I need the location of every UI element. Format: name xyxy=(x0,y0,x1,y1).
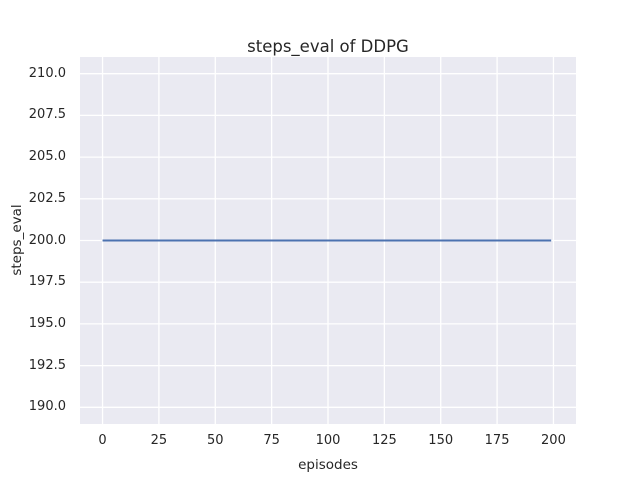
y-tick-label: 210.0 xyxy=(28,65,66,81)
x-tick-label: 50 xyxy=(206,433,224,448)
chart-title: steps_eval of DDPG xyxy=(247,37,409,56)
x-tick-label: 0 xyxy=(98,433,107,448)
y-tick-label: 192.5 xyxy=(28,357,66,373)
x-tick-label: 75 xyxy=(263,433,280,448)
y-tick-label: 197.5 xyxy=(28,274,66,290)
x-tick-label: 200 xyxy=(541,433,566,448)
plot-canvas xyxy=(80,57,576,424)
y-tick-label: 207.5 xyxy=(28,107,66,123)
y-tick-label: 190.0 xyxy=(28,399,66,415)
x-tick-label: 100 xyxy=(315,433,341,448)
x-axis-label: episodes xyxy=(298,457,358,473)
y-tick-label: 202.5 xyxy=(28,190,66,206)
x-tick-label: 125 xyxy=(371,433,397,448)
y-tick-label: 200.0 xyxy=(28,232,66,248)
y-tick-label: 195.0 xyxy=(28,315,66,331)
x-tick-label: 150 xyxy=(428,433,454,448)
y-tick-label: 205.0 xyxy=(28,149,66,165)
x-tick-label: 175 xyxy=(484,433,510,448)
plot-area xyxy=(80,57,576,424)
x-tick-label: 25 xyxy=(150,433,168,448)
